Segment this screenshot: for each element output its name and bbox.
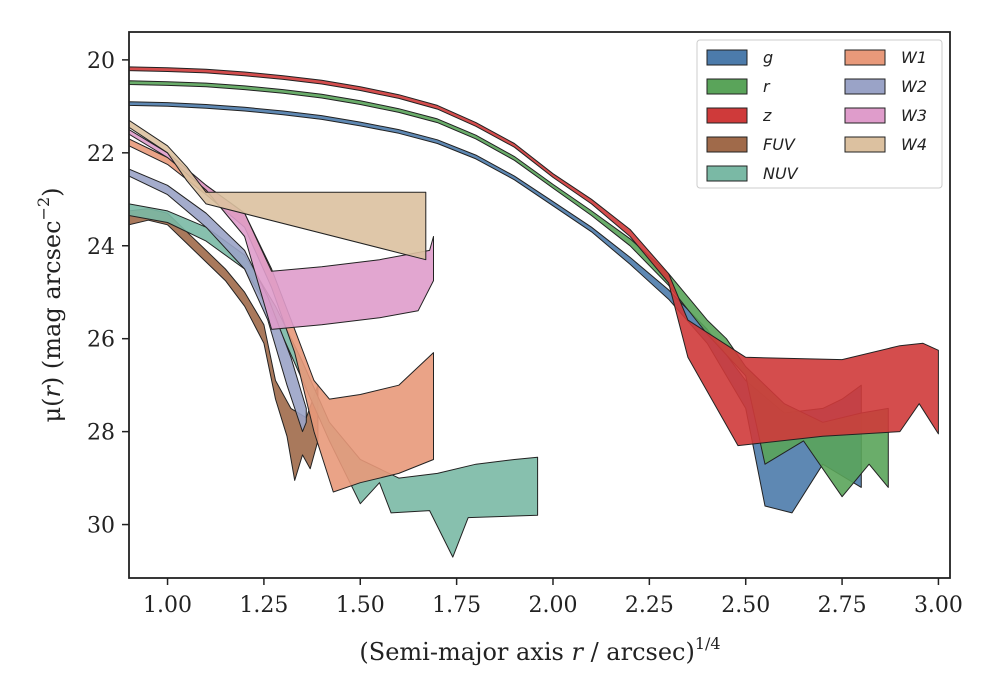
legend-swatch-w1	[844, 49, 886, 66]
series-band-r	[129, 80, 889, 498]
legend-swatch-fuv	[706, 136, 748, 153]
x-tick-label: 1.25	[239, 593, 288, 618]
x-tick-label: 2.25	[625, 593, 674, 618]
x-tick-label: 1.50	[336, 593, 385, 618]
legend-label-r: r	[763, 77, 771, 96]
legend-label-z: z	[762, 106, 772, 125]
x-axis: 1.00 1.25 1.50 1.75 2.00 2.25 2.50 2.75 3.00	[143, 578, 963, 618]
legend-swatch-w3	[844, 107, 886, 124]
y-axis: 20 22 24 26 28 30	[87, 49, 129, 539]
legend-swatch-z	[706, 107, 748, 124]
series-band-nuv	[129, 203, 539, 558]
legend-swatch-nuv	[706, 165, 748, 182]
legend-label-w2: W2	[901, 77, 927, 96]
x-tick-label: 2.50	[721, 593, 770, 618]
y-tick-label: 24	[87, 235, 115, 260]
legend-swatch-g	[706, 49, 748, 66]
y-tick-label: 22	[87, 142, 115, 167]
legend-label-w4: W4	[901, 135, 927, 154]
y-tick-label: 28	[87, 421, 115, 446]
series-band-fuv	[129, 208, 319, 481]
y-tick-label: 20	[87, 49, 115, 74]
legend-label-w1: W1	[901, 48, 927, 67]
x-tick-label: 1.00	[143, 593, 192, 618]
series-band-w4	[129, 119, 427, 261]
y-axis-label: μ(r) (mag arcsec−2)	[34, 187, 66, 422]
x-tick-label: 2.00	[528, 593, 577, 618]
series-band-g	[129, 101, 862, 514]
y-tick-label: 30	[87, 514, 115, 539]
plot-areas	[129, 66, 939, 558]
legend-label-fuv: FUV	[763, 135, 796, 154]
legend-label-nuv: NUV	[763, 164, 799, 183]
legend-swatch-w4	[844, 136, 886, 153]
legend-swatch-r	[706, 78, 748, 95]
plot-frame	[128, 31, 951, 579]
legend-label-w3: W3	[901, 106, 927, 125]
x-tick-label: 2.75	[818, 593, 867, 618]
x-tick-label: 3.00	[914, 593, 963, 618]
legend: grz FUV NUV W1 W2 W3 W4	[696, 39, 943, 189]
x-axis-label: (Semi-major axis r / arcsec)1/4	[359, 634, 720, 666]
legend-swatch-w2	[844, 78, 886, 95]
series-band-z	[129, 66, 939, 447]
y-tick-label: 26	[87, 328, 115, 353]
legend-label-g: g	[763, 48, 773, 67]
series-band-w2	[129, 168, 307, 433]
x-tick-label: 1.75	[432, 593, 481, 618]
